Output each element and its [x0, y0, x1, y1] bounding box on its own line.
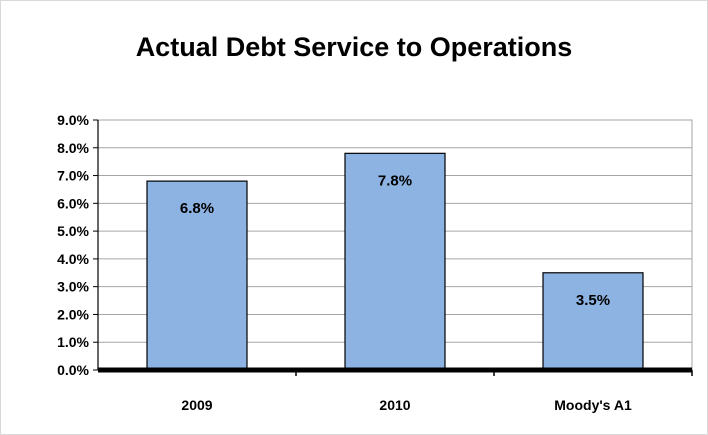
y-tick-label: 4.0% [57, 251, 89, 267]
x-category-label: 2010 [379, 397, 410, 413]
y-tick-label: 6.0% [57, 195, 89, 211]
y-tick-label: 2.0% [57, 306, 89, 322]
bar [542, 272, 644, 371]
x-axis-category-labels: 2009 2010 Moody's A1 [181, 397, 632, 413]
y-tick-label: 7.0% [57, 168, 89, 184]
bars [146, 152, 644, 371]
data-labels: 6.8% 7.8% 3.5% [180, 172, 610, 308]
y-tick-label: 3.0% [57, 279, 89, 295]
y-tick-label: 1.0% [57, 334, 89, 350]
chart-title: Actual Debt Service to Operations [135, 32, 573, 62]
y-tick-label: 5.0% [57, 223, 89, 239]
y-tick-label: 8.0% [57, 140, 89, 156]
data-label: 6.8% [180, 200, 214, 217]
y-tick-label: 9.0% [57, 112, 89, 128]
data-label: 3.5% [576, 292, 610, 309]
y-axis-tick-labels: 0.0% 1.0% 2.0% 3.0% 4.0% 5.0% 6.0% 7.0% 8.0% 9.0% [57, 112, 89, 378]
x-category-label: Moody's A1 [554, 397, 632, 413]
axes [93, 119, 693, 376]
y-tick-label: 0.0% [57, 362, 89, 378]
x-category-label: 2009 [181, 397, 212, 413]
data-label: 7.8% [378, 172, 412, 189]
